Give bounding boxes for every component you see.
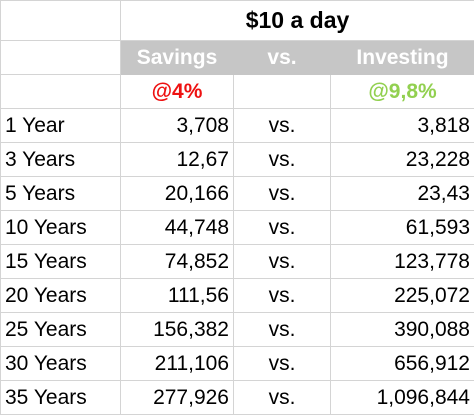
vs-cell: vs. <box>233 312 331 347</box>
savings-header: Savings <box>120 40 234 75</box>
savings-rate: @4% <box>120 74 234 109</box>
savings-cell: 156,382 <box>120 312 234 347</box>
vs-cell: vs. <box>233 142 331 177</box>
vs-cell: vs. <box>233 244 331 279</box>
investing-cell: 61,593 <box>330 210 474 245</box>
investing-cell: 225,072 <box>330 278 474 313</box>
period-cell: 30 Years <box>0 346 121 381</box>
investing-cell: 23,43 <box>330 176 474 211</box>
period-cell: 5 Years <box>0 176 121 211</box>
data-rows: 1 Year 3,708 vs. 3,818 3 Years 12,67 vs. 23,228… <box>0 108 474 415</box>
vs-cell: vs. <box>233 176 331 211</box>
vs-cell: vs. <box>233 278 331 313</box>
vs-header: vs. <box>233 40 331 75</box>
savings-cell: 211,106 <box>120 346 234 381</box>
table-row: 20 Years 111,56 vs. 225,072 <box>0 278 474 313</box>
savings-cell: 12,67 <box>120 142 234 177</box>
savings-cell: 44,748 <box>120 210 234 245</box>
investing-cell: 123,778 <box>330 244 474 279</box>
period-cell: 10 Years <box>0 210 121 245</box>
period-cell: 1 Year <box>0 108 121 143</box>
rates-vs-blank <box>233 74 331 109</box>
table-row: 3 Years 12,67 vs. 23,228 <box>0 142 474 177</box>
table-row: 5 Years 20,166 vs. 23,43 <box>0 176 474 211</box>
period-cell: 25 Years <box>0 312 121 347</box>
table-row: 30 Years 211,106 vs. 656,912 <box>0 346 474 381</box>
period-cell: 35 Years <box>0 380 121 415</box>
table-row: 10 Years 44,748 vs. 61,593 <box>0 210 474 245</box>
investing-rate: @9,8% <box>330 74 474 109</box>
vs-cell: vs. <box>233 380 331 415</box>
table-row: 1 Year 3,708 vs. 3,818 <box>0 108 474 143</box>
table-title: $10 a day <box>120 0 474 41</box>
investing-cell: 23,228 <box>330 142 474 177</box>
table-row: 15 Years 74,852 vs. 123,778 <box>0 244 474 279</box>
period-cell: 20 Years <box>0 278 121 313</box>
title-blank-cell <box>0 0 121 41</box>
vs-cell: vs. <box>233 108 331 143</box>
savings-cell: 20,166 <box>120 176 234 211</box>
savings-cell: 74,852 <box>120 244 234 279</box>
investing-cell: 656,912 <box>330 346 474 381</box>
table-row: 35 Years 277,926 vs. 1,096,844 <box>0 380 474 415</box>
period-cell: 15 Years <box>0 244 121 279</box>
vs-cell: vs. <box>233 346 331 381</box>
savings-cell: 277,926 <box>120 380 234 415</box>
rates-blank-cell <box>0 74 121 109</box>
savings-cell: 3,708 <box>120 108 234 143</box>
header-row: Savings vs. Investing <box>0 40 474 75</box>
period-cell: 3 Years <box>0 142 121 177</box>
savings-cell: 111,56 <box>120 278 234 313</box>
title-row: $10 a day <box>0 0 474 41</box>
vs-cell: vs. <box>233 210 331 245</box>
table-row: 25 Years 156,382 vs. 390,088 <box>0 312 474 347</box>
investing-header: Investing <box>330 40 474 75</box>
header-blank-cell <box>0 40 121 75</box>
rates-row: @4% @9,8% <box>0 74 474 109</box>
investing-cell: 3,818 <box>330 108 474 143</box>
investing-cell: 1,096,844 <box>330 380 474 415</box>
investing-cell: 390,088 <box>330 312 474 347</box>
